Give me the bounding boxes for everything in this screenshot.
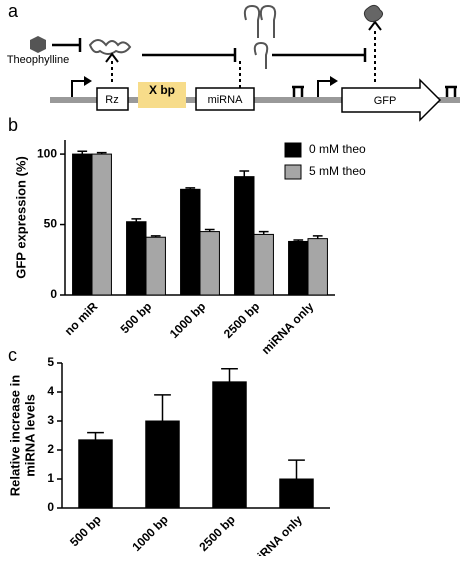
- y-tick-label: 2: [47, 442, 54, 456]
- legend-swatch: [284, 164, 302, 180]
- error-bar: [258, 230, 269, 235]
- error-bar: [87, 431, 104, 440]
- legend-label: 5 mM theo: [309, 164, 366, 178]
- bar: [180, 188, 201, 296]
- x-tick-label: 2500 bp: [221, 299, 263, 341]
- x-tick-label: 500 bp: [118, 299, 155, 336]
- error-bar: [154, 394, 171, 421]
- bar: [199, 231, 220, 296]
- x-tick-label: miRNA only: [259, 299, 317, 357]
- bar: [307, 238, 328, 296]
- reporter-label: GFP: [374, 95, 397, 107]
- x-tick-label: 500 bp: [67, 512, 104, 549]
- bar: [279, 478, 314, 509]
- bar: [253, 233, 274, 296]
- error-bar: [77, 150, 88, 155]
- bar: [212, 381, 247, 509]
- x-tick-label: 1000 bp: [167, 299, 209, 341]
- legend-swatch: [284, 142, 302, 158]
- error-bar: [185, 187, 196, 190]
- error-bar: [131, 218, 142, 222]
- bar: [288, 240, 309, 296]
- bar: [72, 153, 93, 296]
- y-tick-label: 100: [37, 146, 57, 160]
- x-tick-label: no miR: [62, 299, 101, 338]
- x-tick-label: 2500 bp: [196, 512, 238, 554]
- error-bar: [96, 151, 107, 155]
- y-tick-label: 0: [47, 500, 54, 514]
- y-tick-label: 1: [47, 471, 54, 485]
- inducer-label: Theophylline: [7, 54, 69, 66]
- error-bar: [288, 459, 305, 479]
- mirna-label: miRNA: [208, 94, 243, 106]
- x-tick-label: miRNA only: [247, 512, 305, 556]
- bar: [145, 236, 166, 296]
- panel-label: a: [8, 1, 19, 21]
- panel-label: b: [8, 115, 18, 135]
- error-bar: [293, 239, 304, 242]
- bar: [91, 153, 112, 296]
- error-bar: [239, 170, 250, 177]
- error-bar: [204, 228, 215, 232]
- legend-label: 0 mM theo: [309, 142, 366, 156]
- error-bar: [312, 235, 323, 239]
- ribozyme-label: Rz: [105, 94, 118, 106]
- y-tick-label: 50: [44, 217, 58, 231]
- bar: [78, 439, 113, 509]
- theophylline-icon: [30, 36, 46, 53]
- bar: [145, 420, 180, 509]
- y-axis-title: GFP expression (%): [13, 156, 28, 279]
- y-tick-label: 0: [50, 287, 57, 301]
- bar: [234, 176, 255, 296]
- y-tick-label: 3: [47, 413, 54, 427]
- y-axis-title: miRNA levels: [22, 394, 37, 477]
- y-axis-title: Relative increase in: [7, 375, 22, 496]
- y-tick-label: 5: [47, 355, 54, 369]
- x-tick-label: 1000 bp: [129, 512, 171, 554]
- error-bar: [221, 368, 238, 382]
- spacer-label: X bp: [149, 83, 175, 97]
- error-bar: [150, 235, 161, 238]
- bar: [126, 221, 147, 296]
- diagram: Theophylline Rz X bp miRNA GFP: [7, 4, 460, 122]
- panel-label: c: [8, 345, 17, 365]
- y-tick-label: 4: [47, 384, 54, 398]
